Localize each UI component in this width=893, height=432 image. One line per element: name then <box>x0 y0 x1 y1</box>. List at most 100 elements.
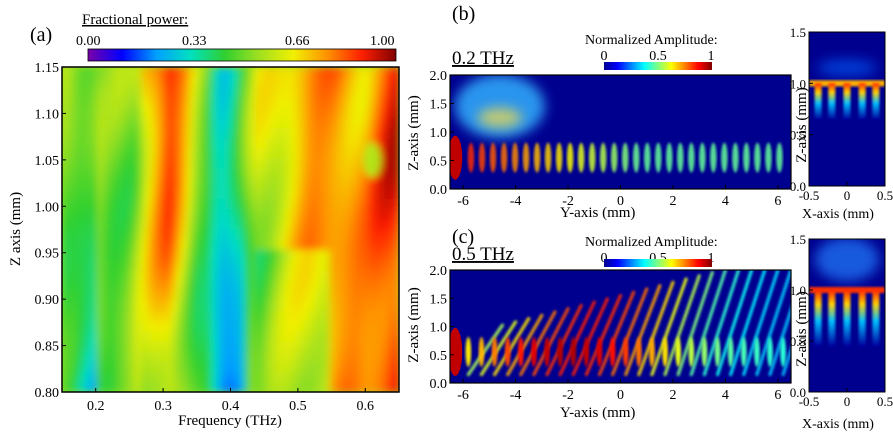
heatmap-cell <box>324 270 331 282</box>
heatmap-cell <box>354 351 361 363</box>
heatmap-cell <box>171 290 177 302</box>
heatmap-cell <box>280 77 287 89</box>
heatmap-cell <box>76 168 83 180</box>
heatmap-cell <box>364 87 371 99</box>
heatmap-cell <box>146 168 153 180</box>
heatmap-cell <box>185 107 192 119</box>
slot-field <box>688 336 695 367</box>
heatmap-cell <box>190 188 197 201</box>
heatmap-cell <box>304 239 311 251</box>
heatmap-cell <box>220 300 227 312</box>
heatmap-cell <box>195 239 202 251</box>
heatmap-cell <box>299 209 306 221</box>
heatmap-cell <box>359 331 366 343</box>
heatmap-cell <box>230 97 237 109</box>
heatmap-cell <box>180 381 187 392</box>
heatmap-cell <box>76 280 83 292</box>
heatmap-cell <box>195 351 202 363</box>
heatmap-cell <box>329 270 336 282</box>
heatmap-cell <box>314 67 321 79</box>
heatmap-cell <box>71 381 78 392</box>
heatmap-cell <box>230 320 237 333</box>
heatmap-cell <box>329 310 336 322</box>
heatmap-cell <box>175 249 182 261</box>
heatmap-cell <box>394 77 399 89</box>
heatmap-cell <box>225 270 232 282</box>
heatmap-cell <box>116 188 123 201</box>
heatmap-cell <box>161 371 168 383</box>
heatmap-cell <box>364 77 371 89</box>
heatmap-cell <box>131 249 138 261</box>
heatmap-cell <box>151 300 158 312</box>
heatmap-cell <box>369 361 376 373</box>
heatmap-cell <box>334 259 341 272</box>
heatmap-cell <box>339 117 346 129</box>
heatmap-cell <box>131 138 138 150</box>
panel-a-colorbar-title: Fractional power: <box>82 12 188 28</box>
heatmap-cell <box>171 239 177 251</box>
heatmap-cell <box>379 310 386 322</box>
heatmap-cell <box>374 239 381 251</box>
heatmap-cell <box>96 331 103 343</box>
heatmap-cell <box>255 361 262 373</box>
heatmap-cell <box>389 259 396 272</box>
heatmap-cell <box>225 219 232 231</box>
heatmap-cell <box>334 320 341 333</box>
heatmap-cell <box>161 67 168 79</box>
heatmap-cell <box>389 209 396 221</box>
heatmap-cell <box>101 229 108 241</box>
heatmap-cell <box>91 148 98 160</box>
heatmap-cell <box>166 351 173 363</box>
heatmap-cell <box>121 310 128 322</box>
heatmap-cell <box>151 127 158 140</box>
heatmap-cell <box>161 148 168 160</box>
heatmap-cell <box>131 219 138 231</box>
heatmap-cell <box>384 209 391 221</box>
heatmap-cell <box>250 331 257 343</box>
heatmap-cell <box>101 127 108 140</box>
heatmap-cell <box>299 280 306 292</box>
heatmap-cell <box>364 331 371 343</box>
heatmap-cell <box>334 290 341 302</box>
heatmap-cell <box>235 219 242 231</box>
heatmap-cell <box>136 361 143 373</box>
x-tick-label: -0.5 <box>799 188 820 203</box>
heatmap-cell <box>210 320 217 333</box>
heatmap-cell <box>235 97 242 109</box>
heatmap-cell <box>210 199 217 211</box>
slot-field <box>588 142 596 173</box>
heatmap-cell <box>260 351 267 363</box>
heatmap-cell <box>215 138 222 150</box>
heatmap-cell <box>245 280 252 292</box>
heatmap-cell <box>319 97 326 109</box>
heatmap-cell <box>359 107 366 119</box>
heatmap-cell <box>190 331 197 343</box>
heatmap-cell <box>359 87 366 99</box>
heatmap-cell <box>116 97 123 109</box>
heatmap-cell <box>190 341 197 353</box>
heatmap-cell <box>91 158 98 170</box>
heatmap-cell <box>106 138 113 150</box>
heatmap-cell <box>166 107 173 119</box>
slot-field <box>544 142 552 173</box>
heatmap-cell <box>190 229 197 241</box>
heatmap-cell <box>190 320 197 333</box>
heatmap-cell <box>86 148 93 160</box>
heatmap-cell <box>220 127 227 140</box>
heatmap-cell <box>151 178 158 190</box>
heatmap-cell <box>265 87 272 99</box>
heatmap-cell <box>76 219 83 231</box>
heatmap-cell <box>324 219 331 231</box>
heatmap-cell <box>205 127 212 140</box>
slot-field <box>649 336 655 367</box>
heatmap-cell <box>369 209 376 221</box>
heatmap-cell <box>175 87 182 99</box>
heatmap-cell <box>319 219 326 231</box>
heatmap-cell <box>255 341 262 353</box>
heatmap-cell <box>126 320 133 333</box>
heatmap-cell <box>334 331 341 343</box>
heatmap-cell <box>359 127 366 140</box>
heatmap-cell <box>215 331 222 343</box>
heatmap-cell <box>285 249 291 261</box>
heatmap-cell <box>369 331 376 343</box>
